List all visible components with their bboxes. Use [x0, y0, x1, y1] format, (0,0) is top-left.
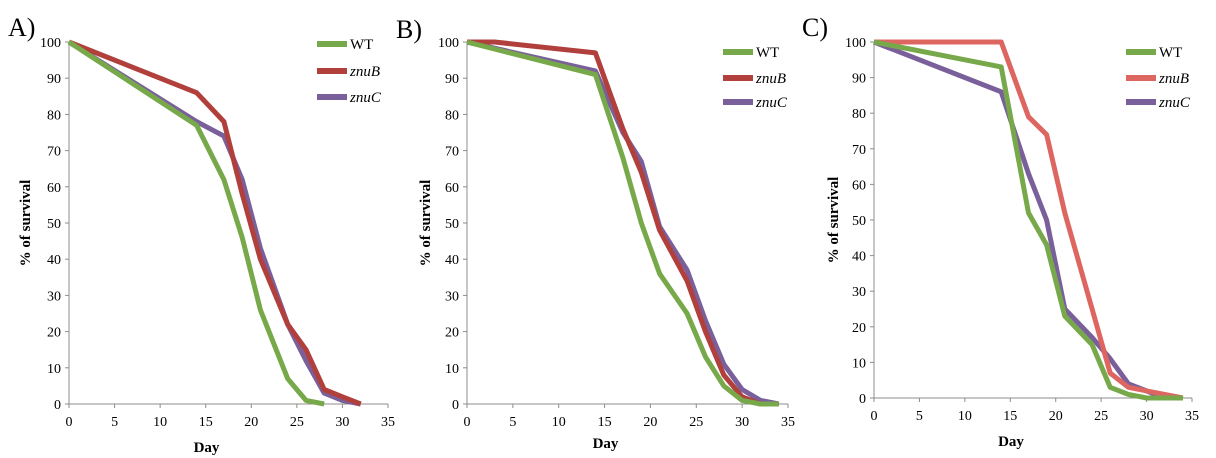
series-line-znuC	[873, 39, 1183, 401]
x-tick-label: 20	[1049, 409, 1063, 424]
series-line-znuB	[68, 39, 362, 407]
series-line-znuB	[874, 39, 1184, 401]
y-axis-title: % of survival	[826, 177, 842, 264]
legend-label-znuB: znuB	[755, 71, 786, 87]
series-line-znuB	[467, 39, 779, 407]
y-tick-label: 20	[47, 326, 61, 341]
x-tick-label: 10	[958, 409, 972, 424]
series-line-WT	[466, 39, 779, 407]
y-tick-label: 20	[445, 326, 459, 341]
y-tick-label: 30	[445, 289, 459, 304]
y-tick-label: 90	[445, 72, 459, 87]
x-tick-label: 10	[552, 415, 566, 430]
panel-label: B)	[396, 15, 422, 44]
y-tick-label: 80	[445, 108, 459, 123]
x-tick-label: 0	[871, 409, 878, 424]
x-tick-label: 35	[381, 415, 395, 430]
y-tick-label: 90	[47, 72, 61, 87]
x-axis-title: Day	[998, 434, 1024, 450]
chart-panel-2: B) 0 10 20 30 40 50 60 70 80 90 100 0 5 10 15 20 25 30 35 Da…	[396, 15, 795, 452]
chart-panel-1: A) 0 10 20 30 40 50 60 70 80 90 100 0 5 10 15 20 25 30 35 Da…	[8, 13, 395, 456]
series-line-znuC	[67, 39, 362, 407]
x-axis-title: Day	[194, 440, 220, 456]
x-tick-label: 0	[66, 415, 73, 430]
x-tick-label: 25	[290, 415, 304, 430]
y-tick-label: 80	[47, 108, 61, 123]
x-tick-label: 35	[781, 415, 795, 430]
y-tick-label: 40	[47, 253, 61, 268]
x-tick-label: 30	[1140, 409, 1154, 424]
y-axis-title: % of survival	[418, 180, 434, 267]
legend-label-znuB: znuB	[349, 64, 380, 80]
x-tick-label: 15	[598, 415, 612, 430]
y-tick-label: 20	[852, 321, 866, 336]
legend-label-WT: WT	[756, 45, 779, 61]
x-tick-label: 35	[1185, 409, 1199, 424]
series-line-WT	[67, 39, 325, 407]
y-tick-label: 60	[445, 181, 459, 196]
series-line-WT	[873, 39, 1183, 401]
legend-label-znuC: znuC	[349, 90, 382, 106]
y-tick-label: 70	[852, 143, 866, 158]
y-tick-label: 0	[54, 398, 61, 413]
y-axis-title: % of survival	[18, 180, 34, 267]
x-tick-label: 25	[689, 415, 703, 430]
x-axis-title: Day	[593, 436, 619, 452]
y-tick-label: 50	[852, 214, 866, 229]
y-tick-label: 10	[852, 356, 866, 371]
y-tick-label: 0	[859, 392, 866, 407]
x-tick-label: 20	[244, 415, 258, 430]
x-tick-label: 5	[111, 415, 118, 430]
y-tick-label: 70	[47, 145, 61, 160]
y-tick-label: 90	[852, 72, 866, 87]
y-tick-label: 10	[47, 362, 61, 377]
y-tick-label: 0	[452, 398, 459, 413]
y-tick-label: 50	[445, 217, 459, 232]
y-tick-label: 30	[852, 285, 866, 300]
x-tick-label: 20	[643, 415, 657, 430]
panel-label: A)	[8, 13, 35, 42]
y-tick-label: 100	[845, 36, 866, 51]
x-tick-label: 15	[1003, 409, 1017, 424]
y-tick-label: 100	[40, 36, 61, 51]
x-tick-label: 15	[199, 415, 213, 430]
legend-label-znuC: znuC	[1158, 95, 1191, 111]
panel-label: C)	[802, 13, 828, 42]
legend-label-znuB: znuB	[1158, 71, 1189, 87]
x-tick-label: 5	[916, 409, 923, 424]
series-line-znuC	[466, 39, 780, 407]
x-tick-label: 5	[509, 415, 516, 430]
x-tick-label: 25	[1094, 409, 1108, 424]
y-tick-label: 60	[47, 181, 61, 196]
x-tick-label: 30	[735, 415, 749, 430]
y-tick-label: 40	[852, 250, 866, 265]
y-tick-label: 10	[445, 362, 459, 377]
y-tick-label: 60	[852, 178, 866, 193]
chart-panel-3: C) 0 10 20 30 40 50 60 70 80 90 100 0 5 10 15 20 25 30 35 Da…	[802, 13, 1199, 450]
y-tick-label: 50	[47, 217, 61, 232]
y-tick-label: 80	[852, 107, 866, 122]
x-tick-label: 0	[464, 415, 471, 430]
x-tick-label: 10	[153, 415, 167, 430]
x-tick-label: 30	[335, 415, 349, 430]
legend-label-WT: WT	[350, 37, 373, 53]
legend-label-znuC: znuC	[755, 95, 788, 111]
y-tick-label: 100	[438, 36, 459, 51]
y-tick-label: 70	[445, 145, 459, 160]
legend-label-WT: WT	[1159, 45, 1182, 61]
y-tick-label: 40	[445, 253, 459, 268]
y-tick-label: 30	[47, 289, 61, 304]
